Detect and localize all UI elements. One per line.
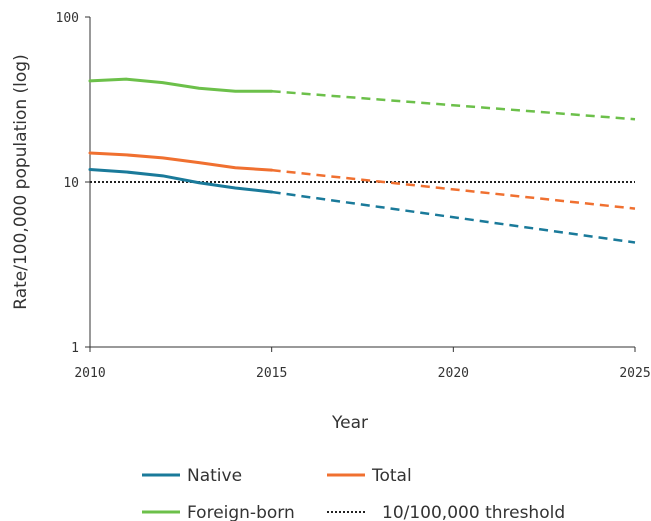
series-projection-total xyxy=(271,168,636,210)
legend-label-native: Native xyxy=(187,466,242,486)
ticks: 2010 2015 2020 2025 1 10 100 xyxy=(56,11,651,381)
y-axis-title: Rate/100,000 population (log) xyxy=(11,54,31,309)
y-tick-label: 1 xyxy=(71,341,79,356)
x-tick-label: 2025 xyxy=(619,366,650,381)
legend: Native Total Foreign-born 10/100,000 thr… xyxy=(142,466,565,521)
x-tick-label: 2020 xyxy=(438,366,469,381)
y-tick-label: 10 xyxy=(63,176,79,191)
legend-label-total: Total xyxy=(371,466,412,486)
series-line-total xyxy=(88,151,274,172)
x-tick-label: 2015 xyxy=(256,366,287,381)
legend-label-foreign-born: Foreign-born xyxy=(187,503,295,521)
series-line-native xyxy=(88,168,274,194)
legend-label-threshold: 10/100,000 threshold xyxy=(382,503,565,521)
series-layer xyxy=(88,77,636,244)
series-foreign-born xyxy=(88,77,636,121)
x-axis-title: Year xyxy=(331,413,368,433)
series-projection-native xyxy=(271,190,636,244)
series-native xyxy=(88,168,636,244)
series-line-foreign-born xyxy=(88,77,274,93)
series-total xyxy=(88,151,636,210)
y-tick-label: 100 xyxy=(56,11,79,26)
x-tick-label: 2010 xyxy=(74,366,105,381)
series-projection-foreign-born xyxy=(271,89,636,121)
